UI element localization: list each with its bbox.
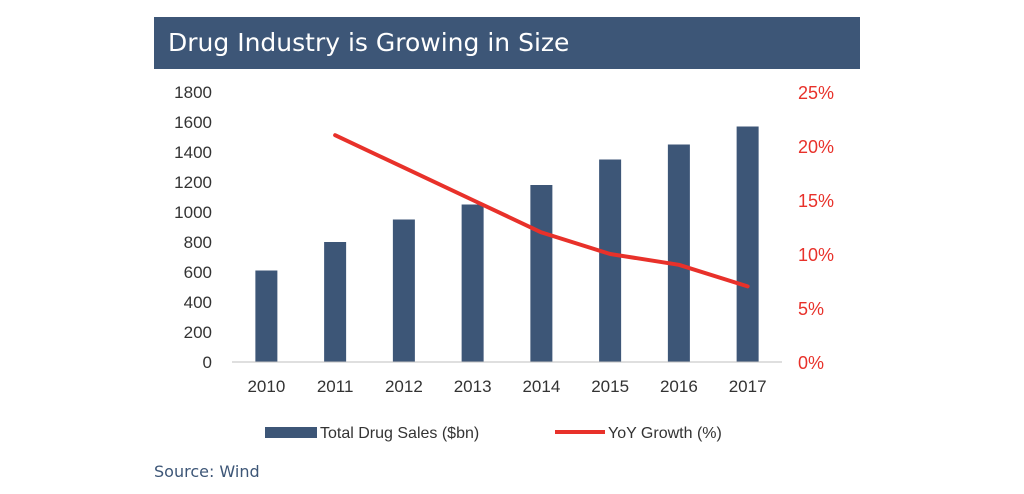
source-note: Source: Wind <box>154 462 260 481</box>
growth-line <box>333 133 750 289</box>
bar-2017 <box>736 126 759 362</box>
legend: Total Drug Sales ($bn) YoY Growth (%) <box>265 425 722 442</box>
right-axis-tick-label: 25% <box>798 83 834 103</box>
left-axis-tick-label: 400 <box>184 293 212 312</box>
legend-line-label: YoY Growth (%) <box>608 425 722 442</box>
right-axis-tick-label: 20% <box>798 137 834 157</box>
left-axis-tick-label: 1400 <box>174 143 212 162</box>
x-axis-ticks: 2010 2011 2012 2013 2014 2015 2016 2017 <box>247 377 766 396</box>
right-axis-tick-label: 0% <box>798 353 824 373</box>
bar-2013 <box>461 204 484 362</box>
x-axis-tick-label: 2017 <box>729 377 767 396</box>
left-axis-tick-label: 1800 <box>174 83 212 102</box>
bar-series <box>255 126 759 362</box>
bar-2011 <box>324 242 347 362</box>
x-axis-tick-label: 2015 <box>591 377 629 396</box>
x-axis-tick-label: 2016 <box>660 377 698 396</box>
bar-2012 <box>392 219 415 362</box>
bar-2014 <box>530 185 553 362</box>
bar-2010 <box>255 270 278 362</box>
left-axis-tick-label: 600 <box>184 263 212 282</box>
legend-bar-swatch <box>265 427 317 438</box>
right-axis-ticks: 0% 5% 10% 15% 20% 25% <box>798 83 834 373</box>
right-axis-tick-label: 5% <box>798 299 824 319</box>
left-axis-tick-label: 1600 <box>174 113 212 132</box>
x-axis-tick-label: 2012 <box>385 377 423 396</box>
right-axis-tick-label: 15% <box>798 191 834 211</box>
left-axis-ticks: 0 200 400 600 800 1000 1200 1400 1600 1800 <box>174 83 212 372</box>
x-axis-tick-label: 2010 <box>247 377 285 396</box>
left-axis-tick-label: 200 <box>184 323 212 342</box>
chart-title: Drug Industry is Growing in Size <box>154 17 860 69</box>
bar-2016 <box>667 144 690 362</box>
left-axis-tick-label: 1000 <box>174 203 212 222</box>
x-axis-tick-label: 2013 <box>454 377 492 396</box>
legend-bar-label: Total Drug Sales ($bn) <box>320 425 479 442</box>
left-axis-tick-label: 1200 <box>174 173 212 192</box>
x-axis-tick-label: 2011 <box>317 377 354 396</box>
right-axis-tick-label: 10% <box>798 245 834 265</box>
left-axis-tick-label: 0 <box>203 353 212 372</box>
bar-2015 <box>599 159 622 362</box>
x-axis-tick-label: 2014 <box>522 377 560 396</box>
left-axis-tick-label: 800 <box>184 233 212 252</box>
